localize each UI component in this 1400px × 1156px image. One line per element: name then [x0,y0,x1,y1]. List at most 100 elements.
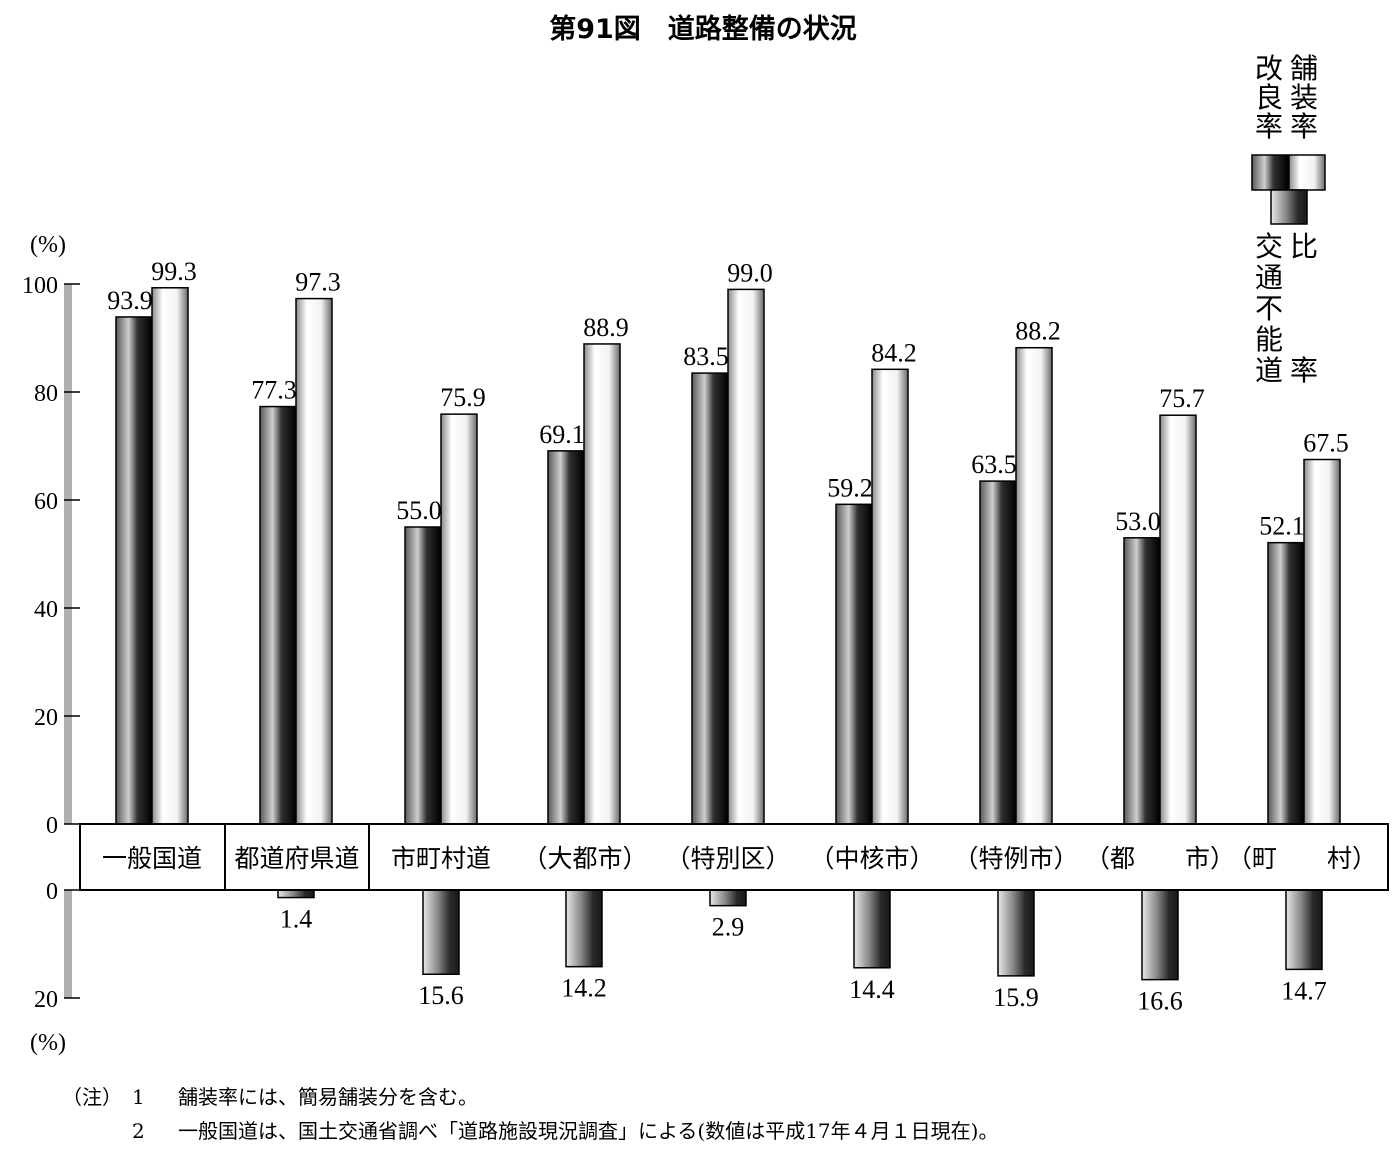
label-paved: 99.3 [151,257,197,286]
bar-paved [871,368,909,825]
bar-paved [295,297,333,825]
y-axis-bar-bottom [64,890,72,998]
label-paved: 75.9 [440,383,486,412]
legend-paved-char-2: 装 [1290,81,1318,114]
category-label: 都道府県道 [234,844,359,873]
note-1-number: 1 [132,1085,145,1109]
legend-impassable-char-1: 交 [1255,230,1283,263]
label-impassable: 1.4 [280,905,313,934]
note-prefix: （注） [62,1085,122,1109]
legend-impassable-char-5: 道 [1255,354,1283,387]
bar-impassable [709,889,747,907]
label-paved: 67.5 [1303,429,1349,458]
unit-top: (%) [30,232,66,258]
category-label: （大都市） [522,844,647,873]
bars [115,287,1341,981]
category-row-box [79,823,1389,891]
y-tick-label-bottom: 20 [34,987,58,1013]
bar-paved [1015,346,1053,825]
y-tick-label-top: 100 [22,273,58,299]
y-tick-label-bottom: 0 [46,879,58,905]
chart-title: 第91図 道路整備の状況 [549,13,857,45]
bar-improved [404,526,442,825]
note-1-text: 舗装率には、簡易舗装分を含む。 [178,1085,478,1109]
legend-improved-char-2: 良 [1255,81,1283,114]
label-impassable: 16.6 [1137,987,1183,1016]
category-label: 市町村道 [391,844,491,873]
bar-impassable [1141,889,1179,981]
legend-swatch-impassable [1270,189,1308,225]
bar-improved [979,480,1017,825]
bar-impassable [853,889,891,969]
bar-paved [1303,458,1341,825]
bar-improved [547,450,585,825]
legend-swatch-paved [1288,154,1326,191]
label-impassable: 14.2 [561,974,607,1003]
bar-impassable [422,889,460,975]
legend-ratio-char-2: 率 [1290,354,1318,387]
y-tick-label-top: 40 [34,597,58,623]
legend-improved-char-3: 率 [1255,110,1283,143]
legend-impassable-char-3: 不 [1255,292,1283,325]
legend-paved-char-1: 舗 [1290,52,1318,85]
label-impassable: 15.6 [418,981,464,1010]
legend-swatch-improved [1251,154,1289,191]
unit-bottom: (%) [30,1030,66,1056]
category-label: （町 村） [1227,844,1377,873]
bar-improved [835,503,873,825]
bar-paved [583,343,621,825]
label-improved: 69.1 [539,420,585,449]
note-2-text: 一般国道は、国土交通省調べ「道路施設現況調査」による(数値は平成17年４月１日現… [178,1119,998,1143]
label-impassable: 2.9 [712,913,745,942]
legend: 舗 装 率 改 良 率 交 通 不 能 道 比 率 [1251,52,1326,387]
label-paved: 75.7 [1159,384,1205,413]
bar-paved [440,413,478,825]
category-label: （中核市） [809,844,934,873]
bar-improved [1267,541,1305,825]
label-paved: 99.0 [727,258,773,287]
y-tick-label-top: 80 [34,381,58,407]
label-improved: 52.1 [1259,512,1305,541]
category-label: （特別区） [665,844,790,873]
legend-impassable-char-4: 能 [1255,323,1283,356]
bar-impassable [565,889,603,968]
category-label: （特例市） [953,844,1078,873]
label-impassable: 15.9 [993,983,1039,1012]
y-tick-label-top: 20 [34,705,58,731]
label-improved: 55.0 [396,496,442,525]
note-2-number: 2 [132,1119,145,1143]
bar-paved [1159,414,1197,825]
label-improved: 59.2 [827,473,873,502]
label-paved: 88.2 [1015,317,1061,346]
label-impassable: 14.4 [849,975,895,1004]
legend-ratio-char-1: 比 [1290,230,1318,263]
bar-impassable [277,889,315,899]
label-improved: 77.3 [251,376,297,405]
notes: （注） 1 舗装率には、簡易舗装分を含む。 2 一般国道は、国土交通省調べ「道路… [62,1085,998,1143]
label-impassable: 14.7 [1281,976,1327,1005]
category-row: 一般国道 都道府県道 市町村道 （大都市） （特別区） （中核市） （特例市） （都 市）（町… [79,823,1389,891]
bar-improved [1123,537,1161,825]
label-paved: 97.3 [295,268,341,297]
label-paved: 88.9 [583,313,629,342]
bar-improved [691,372,729,825]
category-label: （都 市） [1085,844,1235,873]
legend-paved-char-3: 率 [1290,110,1318,143]
label-improved: 83.5 [683,342,729,371]
bar-paved [151,287,189,825]
value-labels: 93.999.3 77.3 97.3 1.4 55.0 75.9 15.6 69.1 88.9 1… [107,257,1349,1016]
category-label: 一般国道 [102,844,202,873]
bar-impassable [1285,889,1323,971]
y-axis: 0 20 40 60 80 100 0 20 [22,273,80,1013]
bar-improved [115,316,153,825]
label-paved: 84.2 [871,338,917,367]
legend-improved-char-1: 改 [1255,52,1283,85]
y-tick-label-top: 0 [46,813,58,839]
label-improved: 63.5 [971,450,1017,479]
y-tick-label-top: 60 [34,489,58,515]
label-improved: 53.0 [1115,507,1161,536]
legend-impassable-char-2: 通 [1255,261,1283,294]
bar-improved [259,405,297,825]
y-axis-bar-top [64,284,72,824]
